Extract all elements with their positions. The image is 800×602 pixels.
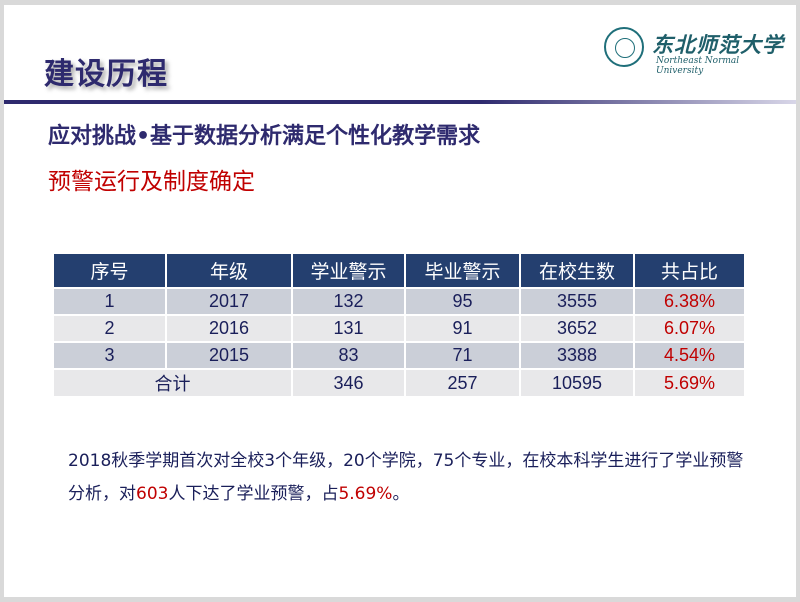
table-cell: 5.69%	[633, 368, 746, 398]
subtitle: 应对挑战•基于数据分析满足个性化教学需求	[48, 124, 481, 149]
table-cell: 2016	[165, 314, 293, 343]
logo-cn: 东北师范大学	[652, 32, 784, 57]
header-cell: 在校生数	[519, 252, 635, 289]
table-cell: 71	[404, 341, 521, 370]
table-cell: 1	[52, 287, 167, 316]
university-logo: 东北师范大学 Northeast Normal University	[604, 25, 784, 76]
table-cell: 83	[291, 341, 406, 370]
slide: 建设历程 东北师范大学 Northeast Normal University …	[4, 5, 796, 597]
table-cell: 合计	[52, 368, 293, 398]
table-row: 2 2016 131 91 3652 6.07%	[52, 314, 746, 343]
table-cell: 2017	[165, 287, 293, 316]
table-row: 3 2015 83 71 3388 4.54%	[52, 341, 746, 370]
warning-table: 序号 年级 学业警示 毕业警示 在校生数 共占比 1 2017 132 95 3…	[52, 252, 746, 398]
header-cell: 毕业警示	[404, 252, 521, 289]
slide-title: 建设历程	[44, 57, 168, 92]
table-cell: 3388	[519, 341, 635, 370]
table-cell: 132	[291, 287, 406, 316]
highlight-percent: 5.69%	[338, 484, 393, 504]
table-row: 1 2017 132 95 3555 6.38%	[52, 287, 746, 316]
table-cell: 10595	[519, 368, 635, 398]
table-cell: 3652	[519, 314, 635, 343]
table-cell: 3555	[519, 287, 635, 316]
table-cell: 257	[404, 368, 521, 398]
title-divider	[4, 100, 796, 104]
header-cell: 学业警示	[291, 252, 406, 289]
header-cell: 年级	[165, 252, 293, 289]
table-cell: 3	[52, 341, 167, 370]
text: 。	[392, 484, 410, 504]
table-cell: 2	[52, 314, 167, 343]
section-heading: 预警运行及制度确定	[48, 169, 255, 195]
table-cell: 4.54%	[633, 341, 746, 370]
table-cell: 91	[404, 314, 521, 343]
text: 人下达了学业预警，占	[168, 484, 339, 504]
table-cell: 2015	[165, 341, 293, 370]
text: 2018秋季学期首次对全校3个年级，20个学院，75个专业，在校本科学生进行了学…	[68, 451, 744, 504]
header-cell: 共占比	[633, 252, 746, 289]
highlight-count: 603	[136, 484, 169, 504]
table-header-row: 序号 年级 学业警示 毕业警示 在校生数 共占比	[52, 252, 746, 289]
table-cell: 6.38%	[633, 287, 746, 316]
table-cell: 6.07%	[633, 314, 746, 343]
table-total-row: 合计 346 257 10595 5.69%	[52, 368, 746, 398]
summary-paragraph: 2018秋季学期首次对全校3个年级，20个学院，75个专业，在校本科学生进行了学…	[68, 445, 748, 511]
table-cell: 131	[291, 314, 406, 343]
table-cell: 95	[404, 287, 521, 316]
table-cell: 346	[291, 368, 406, 398]
logo-en: Northeast Normal University	[656, 56, 740, 76]
seal-icon	[604, 27, 644, 67]
header-cell: 序号	[52, 252, 167, 289]
